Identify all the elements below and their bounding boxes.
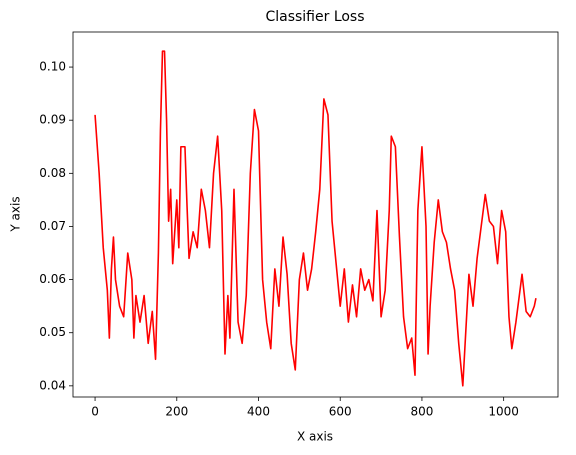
- loss-line: [94, 50, 537, 387]
- plot-frame: [72, 31, 559, 398]
- x-tick-label: 600: [329, 405, 352, 419]
- x-tick-label: 200: [165, 405, 188, 419]
- y-tick-label: 0.08: [39, 166, 66, 180]
- y-tick-label: 0.04: [39, 378, 66, 392]
- y-tick-label: 0.09: [39, 113, 66, 127]
- x-tick-label: 1000: [488, 405, 519, 419]
- x-tick-label: 0: [91, 405, 99, 419]
- y-axis-label: Y axis: [9, 196, 23, 232]
- y-tick-label: 0.07: [39, 219, 66, 233]
- x-tick-label: 800: [410, 405, 433, 419]
- y-tick-label: 0.10: [39, 60, 66, 74]
- y-tick-label: 0.06: [39, 272, 66, 286]
- y-tick-label: 0.05: [39, 325, 66, 339]
- x-axis-label: X axis: [297, 430, 333, 444]
- chart-title: Classifier Loss: [265, 9, 364, 25]
- x-tick-label: 400: [247, 405, 270, 419]
